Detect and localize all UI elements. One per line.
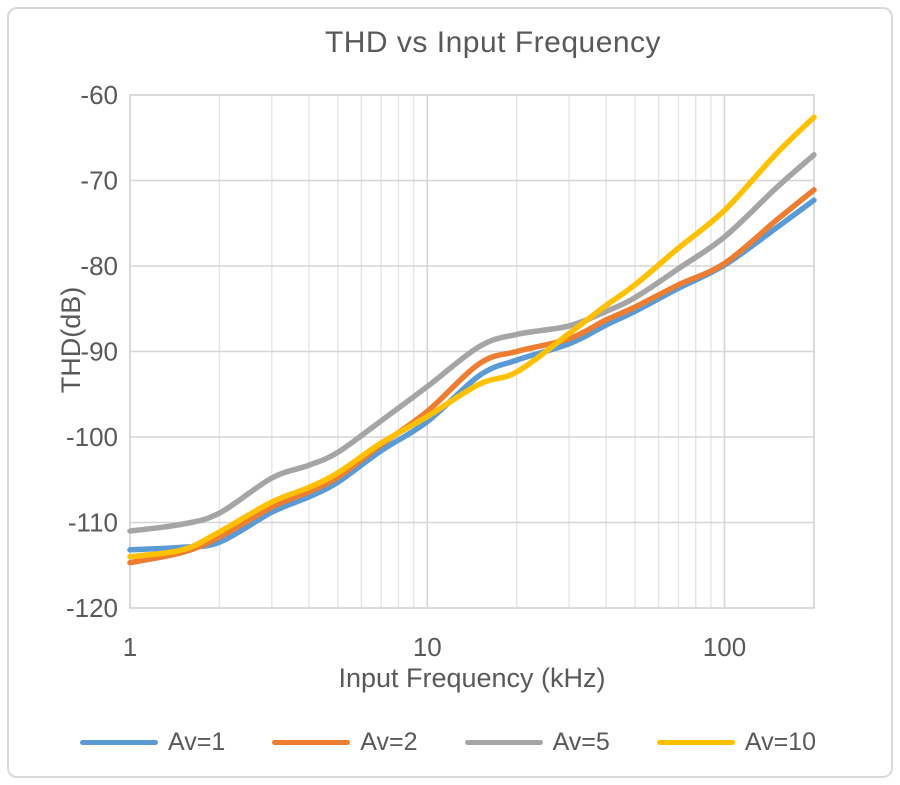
y-tick-label: -90 [80,337,118,367]
x-tick-label: 100 [703,632,746,662]
y-tick-label: -110 [68,508,118,538]
x-tick-label: 10 [413,632,442,662]
legend-item-Av=5: Av=5 [464,727,610,757]
series-line-Av=5 [127,152,817,534]
legend-item-Av=2: Av=2 [272,727,418,757]
legend-line-swatch [272,739,351,745]
legend-line-swatch [80,739,158,745]
legend-label: Av=1 [168,727,226,756]
chart-title: THD vs Input Frequency [324,26,662,59]
legend-item-Av=10: Av=10 [656,727,816,757]
y-axis-title: THD(dB) [55,286,86,394]
series-line-Av=10 [127,114,817,560]
y-tick-label: -60 [80,80,118,110]
legend-item-Av=1: Av=1 [80,728,225,757]
legend: Av=1 Av=2 Av=5 Av=10 [80,722,816,762]
legend-label: Av=2 [360,727,418,756]
y-tick-label: -70 [80,166,118,196]
legend-label: Av=10 [744,727,816,756]
series-line-Av=2 [127,187,817,566]
y-tick-label: -120 [66,593,118,623]
plot-border [129,94,815,609]
x-tick-label: 1 [123,632,137,662]
y-tick-label: -80 [80,251,118,281]
legend-line-swatch [656,739,735,745]
y-tick-label: -100 [66,422,118,452]
x-axis-title: Input Frequency (kHz) [338,663,606,693]
legend-line-swatch [464,739,543,745]
legend-label: Av=5 [552,727,610,756]
